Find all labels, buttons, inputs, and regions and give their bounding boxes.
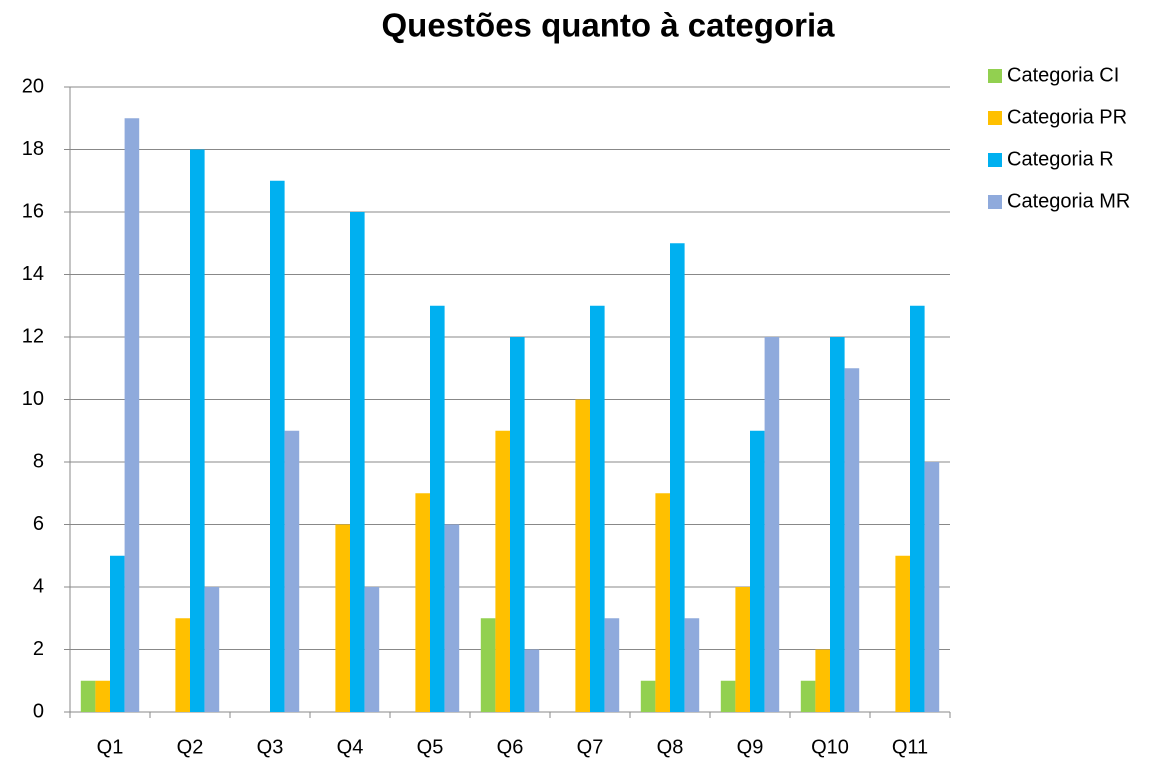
legend-label: Categoria CI: [1007, 64, 1119, 86]
y-tick-label: 12: [22, 325, 44, 347]
bar: [510, 337, 525, 712]
bar: [844, 368, 860, 712]
y-tick-label: 2: [33, 638, 44, 660]
legend-label: Categoria R: [1007, 148, 1114, 170]
bar: [924, 462, 940, 712]
bar: [124, 118, 140, 712]
bar: [895, 555, 910, 712]
y-tick-label: 0: [33, 700, 44, 722]
bar: [444, 524, 460, 712]
legend-swatch: [988, 195, 1002, 209]
legend-swatch: [988, 69, 1002, 83]
x-tick-label: Q5: [417, 736, 444, 758]
bar: [735, 587, 750, 712]
bar: [430, 305, 445, 712]
bar: [284, 430, 300, 712]
legend-swatch: [988, 111, 1002, 125]
y-tick-label: 18: [22, 138, 44, 160]
bar: [684, 618, 700, 712]
bar: [764, 337, 780, 712]
y-tick-label: 16: [22, 200, 44, 222]
bar: [364, 587, 380, 712]
bar: [190, 149, 205, 712]
bar: [640, 680, 656, 712]
bar: [670, 243, 685, 712]
bar: [175, 618, 190, 712]
chart-title: Questões quanto à categoria: [382, 7, 836, 44]
y-tick-label: 6: [33, 513, 44, 535]
bar: [830, 337, 845, 712]
x-tick-label: Q6: [497, 736, 524, 758]
x-tick-label: Q10: [811, 736, 849, 758]
bar: [335, 524, 350, 712]
legend-label: Categoria MR: [1007, 190, 1130, 212]
bar: [604, 618, 620, 712]
x-tick-label: Q11: [892, 736, 928, 758]
x-tick-label: Q2: [177, 736, 204, 758]
legend-label: Categoria PR: [1007, 106, 1127, 128]
y-tick-label: 20: [22, 75, 44, 97]
x-tick-label: Q4: [337, 736, 364, 758]
bar: [815, 649, 830, 712]
bar: [524, 649, 540, 712]
bar: [590, 305, 605, 712]
bar: [910, 305, 925, 712]
bar: [720, 680, 736, 712]
bar: [415, 493, 430, 712]
y-tick-label: 10: [22, 388, 44, 410]
x-tick-label: Q7: [577, 736, 604, 758]
bar: [204, 587, 220, 712]
bar: [655, 493, 670, 712]
bar: [575, 399, 590, 712]
x-tick-label: Q9: [737, 736, 764, 758]
bar: [80, 680, 96, 712]
y-tick-label: 8: [33, 450, 44, 472]
y-tick-label: 4: [33, 575, 44, 597]
bar: [480, 618, 496, 712]
legend-swatch: [988, 153, 1002, 167]
bar: [750, 430, 765, 712]
y-tick-label: 14: [22, 263, 44, 285]
bar: [270, 180, 285, 712]
x-tick-label: Q1: [97, 736, 124, 758]
bar: [495, 430, 510, 712]
bar: [350, 212, 365, 712]
bar: [95, 680, 110, 712]
bar: [110, 555, 125, 712]
bar: [800, 680, 816, 712]
x-tick-label: Q8: [657, 736, 684, 758]
x-tick-label: Q3: [257, 736, 284, 758]
